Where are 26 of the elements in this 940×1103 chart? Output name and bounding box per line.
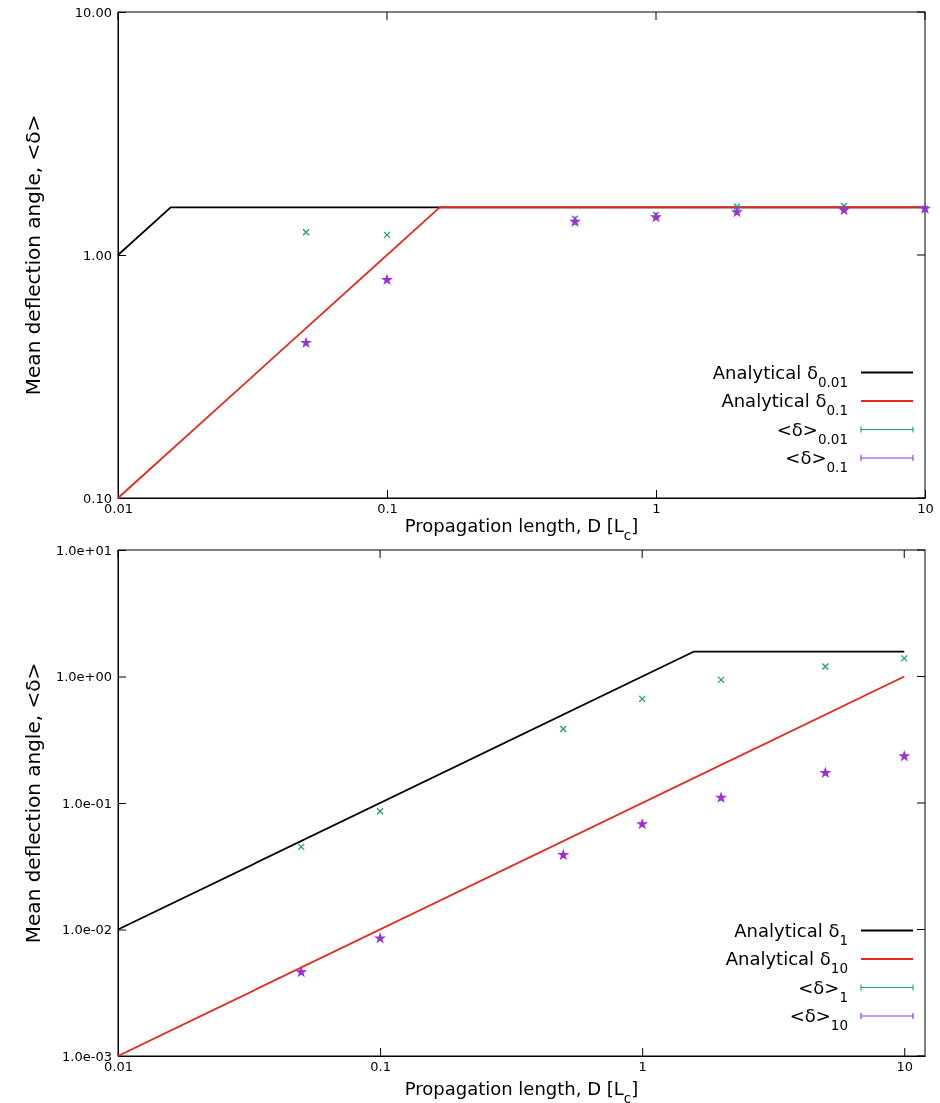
y-tick-label: 1.0e+01 xyxy=(55,542,112,558)
y-tick-label: 1.0e-01 xyxy=(62,795,112,811)
legend-label: <δ>$_{1}$ xyxy=(798,976,848,1005)
legend-label: <δ>$_{0.1}$ xyxy=(785,447,848,475)
x-tick-label: 0.01 xyxy=(104,501,133,517)
x-tick-label: 1 xyxy=(652,501,661,517)
y-axis-title: Mean deflection angle, <δ> xyxy=(21,662,45,944)
x-axis-title: Propagation length, D [L$_{c}$] xyxy=(404,1078,639,1103)
y-tick-label: 1.00 xyxy=(83,247,112,263)
x-tick-label: 10 xyxy=(917,501,934,517)
y-axis-title: Mean deflection angle, <δ> xyxy=(21,114,45,396)
y-tick-label: 1.0e-02 xyxy=(62,922,112,938)
x-tick-label: 0.1 xyxy=(370,1059,391,1075)
legend-label: Analytical δ$_{10}$ xyxy=(725,948,848,976)
x-tick-label: 1 xyxy=(638,1059,647,1075)
x-axis-title: Propagation length, D [L$_{c}$] xyxy=(404,515,639,543)
legend-label: <δ>$_{10}$ xyxy=(789,1005,848,1033)
legend-label: Analytical δ$_{0.01}$ xyxy=(712,361,848,390)
legend-label: Analytical δ$_{1}$ xyxy=(734,919,848,948)
x-tick-label: 0.1 xyxy=(377,501,398,517)
legend-label: Analytical δ$_{0.1}$ xyxy=(721,390,848,418)
y-tick-label: 1.0e+00 xyxy=(55,669,112,685)
x-tick-label: 0.01 xyxy=(104,1059,133,1075)
x-tick-label: 10 xyxy=(896,1059,914,1075)
y-tick-label: 10.00 xyxy=(74,4,112,20)
legend-label: <δ>$_{0.01}$ xyxy=(776,418,848,447)
